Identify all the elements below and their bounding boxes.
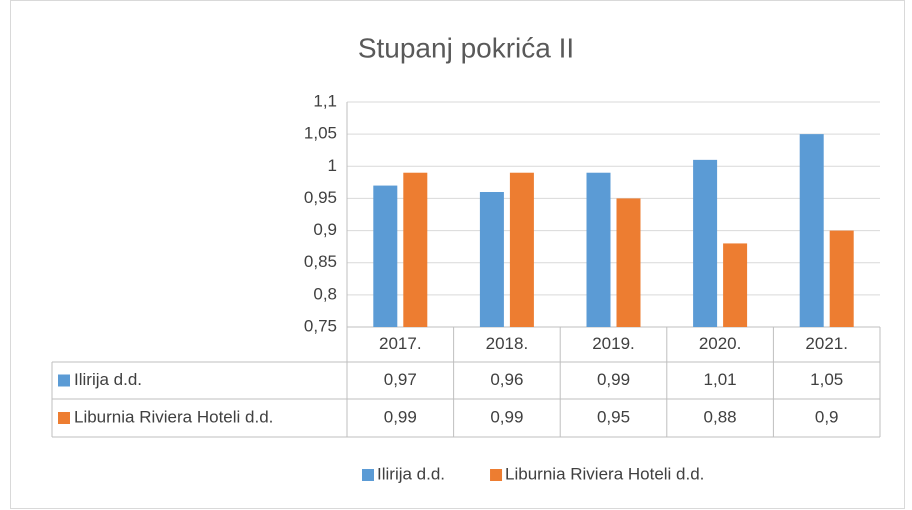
bar [799, 134, 824, 327]
y-tick-label: 0,9 [313, 220, 337, 239]
chart-border [10, 0, 905, 509]
table-row-label: Ilirija d.d. [74, 370, 142, 389]
table-cell: 1,01 [704, 370, 737, 389]
bar [373, 185, 398, 327]
table-cell: 0,9 [815, 407, 839, 426]
table-cell: 0,99 [490, 407, 523, 426]
bar [403, 172, 428, 327]
table-cell: 0,88 [704, 407, 737, 426]
bar [616, 198, 641, 327]
y-tick-label: 0,8 [313, 284, 337, 303]
table-cell: 0,96 [490, 370, 523, 389]
x-tick-label: 2021. [805, 334, 848, 353]
bar [509, 172, 534, 327]
chart-title: Stupanj pokrića II [358, 32, 574, 63]
legend-label: Liburnia Riviera Hoteli d.d. [505, 464, 704, 483]
y-tick-label: 0,95 [304, 188, 337, 207]
bar [723, 243, 748, 327]
table-cell: 0,97 [384, 370, 417, 389]
table-row-label: Liburnia Riviera Hoteli d.d. [74, 407, 273, 426]
bar [479, 192, 504, 327]
bar [586, 172, 611, 327]
legend-key [490, 469, 503, 481]
y-tick-label: 0,75 [304, 316, 337, 335]
table-legend-key [58, 412, 70, 424]
bar [829, 230, 854, 327]
y-tick-label: 1,1 [313, 91, 337, 110]
table-cell: 0,95 [597, 407, 630, 426]
table-cell: 0,99 [384, 407, 417, 426]
y-tick-label: 1,05 [304, 124, 337, 143]
x-tick-label: 2020. [699, 334, 742, 353]
x-tick-label: 2019. [592, 334, 635, 353]
bar [693, 159, 718, 327]
y-tick-label: 0,85 [304, 252, 337, 271]
x-tick-label: 2018. [486, 334, 529, 353]
table-cell: 1,05 [810, 370, 843, 389]
table-cell: 0,99 [597, 370, 630, 389]
y-tick-label: 1 [328, 156, 337, 175]
x-tick-label: 2017. [379, 334, 422, 353]
legend-key [362, 469, 374, 481]
table-legend-key [58, 374, 70, 387]
legend-label: Ilirija d.d. [377, 464, 445, 483]
